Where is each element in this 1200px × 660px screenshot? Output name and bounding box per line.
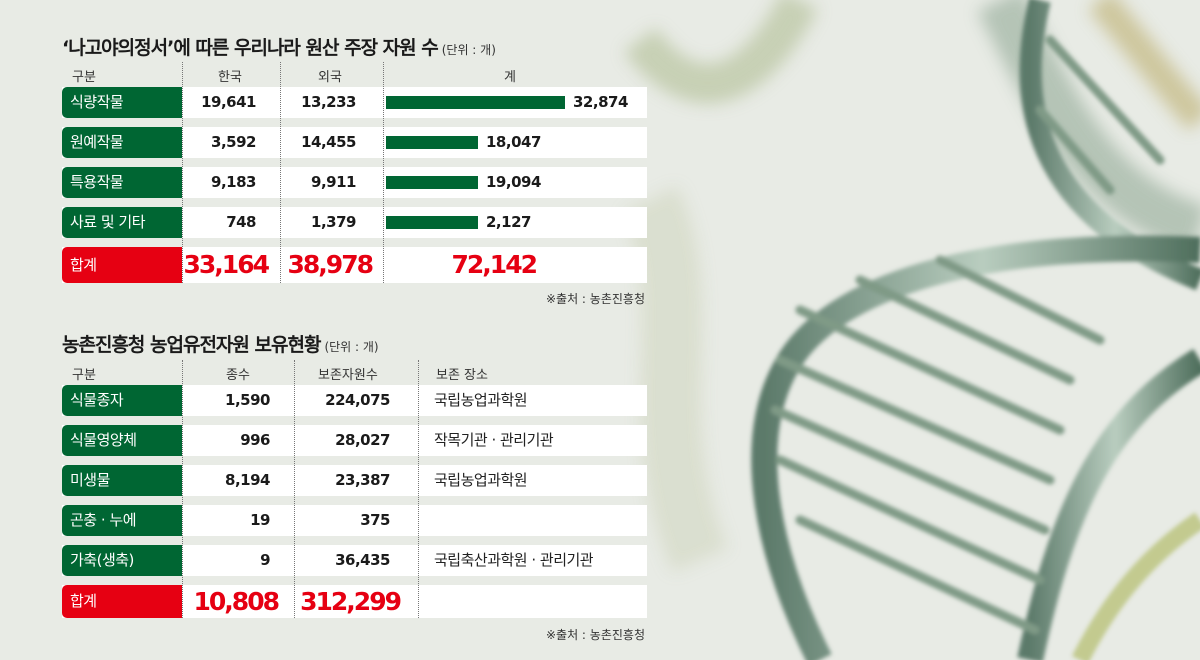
row-label: 미생물 [62,465,182,496]
resources-value: 23,387 [335,471,390,489]
species-value: 9 [260,551,270,569]
table1-row: 원예작물 3,592 14,455 18,047 [62,127,647,158]
korea-value: 9,183 [211,173,256,191]
row-label: 가축(생축) [62,545,182,576]
row-label: 식물종자 [62,385,182,416]
divider [383,62,384,283]
foreign-value: 1,379 [311,213,356,231]
total-bar [386,96,565,109]
species-value: 19 [250,511,270,529]
divider [294,360,295,618]
row-label: 특용작물 [62,167,182,198]
species-total: 10,808 [193,587,280,616]
table1-header-category: 구분 [72,70,96,85]
table2-total-row: 합계 10,808 312,299 [62,585,647,618]
resources-total: 312,299 [300,587,402,616]
place-value: 국립농업과학원 [434,391,528,409]
divider [182,360,183,618]
row-label: 식물영양체 [62,425,182,456]
table1-unit: (단위 : 개) [441,43,496,57]
divider [182,62,183,283]
row-label: 원예작물 [62,127,182,158]
table2-row: 식물영양체 996 28,027 작목기관 · 관리기관 [62,425,647,456]
table2-unit: (단위 : 개) [324,340,379,354]
korea-value: 19,641 [201,93,256,111]
total-value: 19,094 [486,173,541,191]
table1-total-row: 합계 33,164 38,978 72,142 [62,247,647,283]
table2-title: 농촌진흥청 농업유전자원 보유현황 (단위 : 개) [62,334,379,356]
korea-value: 748 [226,213,256,231]
table2-row: 가축(생축) 9 36,435 국립축산과학원 · 관리기관 [62,545,647,576]
place-value: 국립축산과학원 · 관리기관 [434,551,594,569]
foreign-value: 13,233 [301,93,356,111]
foreign-total: 38,978 [287,250,374,279]
table2-header-place: 보존 장소 [436,368,488,383]
total-bar [386,216,478,229]
foreign-value: 9,911 [311,173,356,191]
table1-header-foreign: 외국 [318,70,342,85]
total-bar [386,136,478,149]
grand-total: 72,142 [451,250,538,279]
korea-value: 3,592 [211,133,256,151]
place-value: 작목기관 · 관리기관 [434,431,554,449]
table2-header-category: 구분 [72,368,96,383]
total-label: 합계 [62,247,182,283]
species-value: 1,590 [225,391,270,409]
row-label: 식량작물 [62,87,182,118]
table2-row: 미생물 8,194 23,387 국립농업과학원 [62,465,647,496]
table1-row: 특용작물 9,183 9,911 19,094 [62,167,647,198]
table1-row: 식량작물 19,641 13,233 32,874 [62,87,647,118]
resources-value: 375 [360,511,390,529]
total-value: 32,874 [573,93,628,111]
total-value: 18,047 [486,133,541,151]
table1-header-total: 계 [504,70,516,85]
table2-header-species: 종수 [226,368,250,383]
divider [280,62,281,283]
resources-value: 224,075 [325,391,390,409]
table1-source: ※출처 : 농촌진흥청 [545,292,645,306]
resources-value: 36,435 [335,551,390,569]
table2-header-resources: 보존자원수 [318,368,378,383]
row-label: 곤충 · 누에 [62,505,182,536]
table2-source: ※출처 : 농촌진흥청 [545,628,645,642]
resources-value: 28,027 [335,431,390,449]
table1-title: ‘나고야의정서’에 따른 우리나라 원산 주장 자원 수 (단위 : 개) [62,37,496,59]
place-value: 국립농업과학원 [434,471,528,489]
divider [418,360,419,618]
foreign-value: 14,455 [301,133,356,151]
species-value: 8,194 [225,471,270,489]
row-label: 사료 및 기타 [62,207,182,238]
table1-row: 사료 및 기타 748 1,379 2,127 [62,207,647,238]
total-label: 합계 [62,585,182,618]
table1-header-korea: 한국 [218,70,242,85]
species-value: 996 [240,431,270,449]
table2-row: 곤충 · 누에 19 375 [62,505,647,536]
table2-row: 식물종자 1,590 224,075 국립농업과학원 [62,385,647,416]
total-value: 2,127 [486,213,531,231]
korea-total: 33,164 [183,250,270,279]
total-bar [386,176,478,189]
